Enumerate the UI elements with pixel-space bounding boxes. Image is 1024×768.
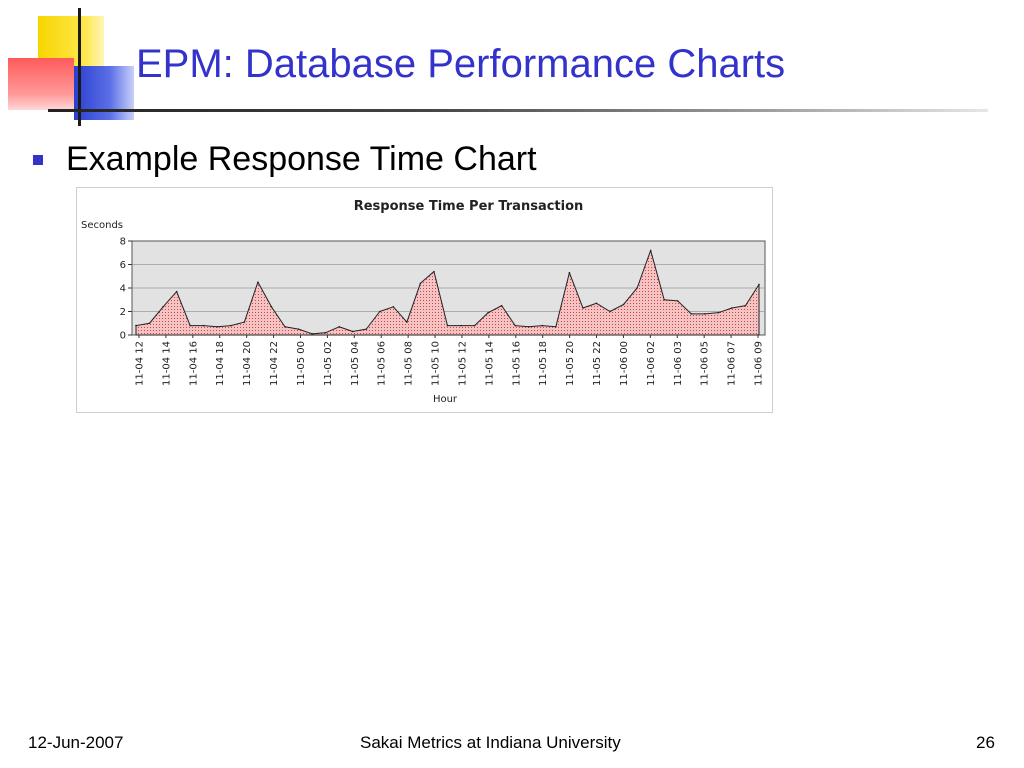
x-tick-label: 11-05 12 (457, 341, 468, 386)
x-tick-label: 11-06 05 (700, 341, 711, 386)
data-point (216, 325, 219, 328)
data-point (717, 311, 720, 314)
response-time-area (135, 249, 760, 336)
x-tick-label: 11-05 02 (323, 341, 334, 386)
x-tick-label: 11-04 12 (135, 341, 146, 386)
x-tick-label: 11-04 18 (215, 341, 226, 386)
x-tick-label: 11-05 16 (511, 341, 522, 386)
x-axis-label: Hour (433, 394, 458, 405)
data-point (704, 313, 706, 315)
x-tick-label: 11-05 00 (296, 341, 307, 386)
data-point (378, 310, 381, 313)
data-point (500, 304, 503, 307)
data-point (541, 324, 544, 327)
x-tick-label: 11-06 09 (754, 341, 765, 386)
data-point (487, 311, 489, 314)
data-point (419, 282, 422, 285)
data-point (460, 324, 462, 327)
data-point (663, 298, 665, 301)
x-tick-label: 11-06 07 (727, 341, 738, 386)
data-point (351, 330, 354, 333)
y-tick-label: 4 (120, 284, 126, 295)
data-point (189, 324, 191, 327)
data-point (297, 328, 300, 330)
data-point (243, 321, 246, 323)
data-point (622, 303, 625, 306)
data-point (433, 270, 435, 273)
x-tick-label: 11-05 18 (538, 341, 549, 386)
y-tick-label: 6 (120, 260, 126, 271)
data-point (758, 283, 760, 286)
x-tick-label: 11-06 00 (619, 341, 630, 386)
data-point (284, 325, 286, 328)
title-divider-line (48, 109, 988, 112)
data-point (324, 331, 327, 334)
x-tick-label: 11-05 20 (565, 341, 576, 386)
y-axis-label: Seconds (81, 220, 123, 231)
x-tick-label: 11-04 20 (242, 341, 253, 386)
data-point (676, 300, 679, 302)
data-point (568, 271, 571, 274)
x-tick-label: 11-05 22 (592, 341, 603, 386)
x-tick-label: 11-06 03 (673, 341, 684, 386)
footer-date: 12-Jun-2007 (28, 733, 124, 752)
data-point (392, 306, 395, 308)
y-tick-label: 2 (120, 307, 126, 318)
data-point (446, 324, 449, 327)
page-number: 26 (976, 733, 995, 752)
data-point (257, 281, 259, 283)
data-point (406, 321, 408, 323)
data-point (514, 324, 517, 327)
data-point (365, 328, 368, 330)
data-point (135, 324, 137, 327)
data-point (473, 324, 476, 327)
chart-title: Response Time Per Transaction (354, 199, 584, 214)
data-point (230, 324, 232, 327)
x-tick-label: 11-04 22 (269, 341, 280, 386)
data-point (636, 287, 638, 289)
y-tick-label: 8 (120, 237, 126, 248)
chart-frame: Response Time Per Transaction Seconds 0 2 4 6… (76, 187, 773, 413)
data-point (162, 306, 164, 308)
data-point (649, 249, 652, 252)
x-tick-label: 11-05 14 (484, 341, 495, 386)
data-point (527, 325, 530, 328)
bullet-text: Example Response Time Chart (66, 140, 537, 178)
data-point (731, 307, 733, 309)
data-point (595, 302, 598, 305)
data-point (311, 333, 313, 335)
x-tick-label: 11-05 04 (350, 341, 361, 386)
y-tick-label: 0 (120, 331, 126, 342)
data-point (202, 324, 205, 327)
data-point (555, 325, 557, 328)
x-tick-label: 11-04 14 (161, 341, 172, 386)
slide-title: EPM: Database Performance Charts (136, 42, 786, 86)
data-point (582, 307, 584, 309)
footer-title: Sakai Metrics at Indiana University (360, 733, 621, 752)
logo-vertical-line (78, 8, 81, 126)
response-time-chart: Response Time Per Transaction Seconds 0 2 4 6… (81, 199, 766, 405)
x-tick-label: 11-06 02 (646, 341, 657, 386)
x-tick-label: 11-05 10 (431, 341, 442, 386)
data-point (690, 313, 693, 315)
logo-red-square (8, 58, 74, 110)
data-point (744, 304, 747, 307)
data-point (609, 310, 611, 313)
x-tick-label: 11-05 06 (377, 341, 388, 386)
bullet-square-icon (33, 155, 43, 165)
x-tick-label: 11-04 16 (188, 341, 199, 386)
data-point (338, 325, 340, 328)
data-point (270, 306, 273, 308)
data-point (148, 322, 151, 325)
x-tick-label: 11-05 08 (404, 341, 415, 386)
data-point (175, 290, 178, 293)
